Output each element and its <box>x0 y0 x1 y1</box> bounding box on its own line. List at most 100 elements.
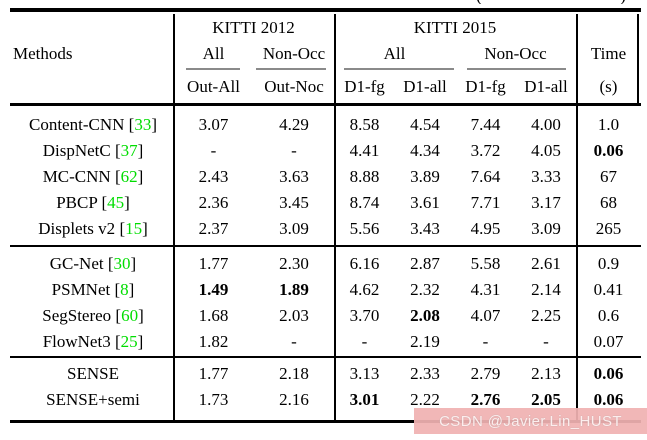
method-cell: PBCP [45] <box>10 193 173 213</box>
value-cell: 2.05 <box>531 390 561 409</box>
citation-bracket: [ <box>110 167 121 186</box>
table-row: PSMNet [8] 1.49 1.89 4.62 2.32 4.31 2.14 0.41 <box>10 277 641 303</box>
method-cell: DispNetC [37] <box>10 141 173 161</box>
method-cell: Content-CNN [33] <box>10 115 173 135</box>
header-d1fg-noc: D1-fg <box>465 77 506 96</box>
header-d1all-noc: D1-all <box>524 77 568 96</box>
citation-bracket: [ <box>97 193 108 212</box>
citation-number: 60 <box>121 306 139 325</box>
table-header-rule <box>10 103 641 106</box>
method-cell: SegStereo [60] <box>10 306 173 326</box>
vertical-rule-right-header <box>637 14 639 103</box>
value-cell: 3.63 <box>279 167 309 186</box>
csdn-watermark: CSDN @Javier.Lin_HUST <box>414 408 647 434</box>
header-row-benchmarks: KITTI 2012 KITTI 2015 <box>10 15 641 40</box>
vertical-rule-2012-2015-header <box>334 14 336 103</box>
value-cell: - <box>543 332 549 351</box>
table-row: GC-Net [30] 1.77 2.30 6.16 2.87 5.58 2.61 0.9 <box>10 251 641 277</box>
vertical-rule-methods-body <box>173 106 175 420</box>
table-row: SENSE 1.77 2.18 3.13 2.33 2.79 2.13 0.06 <box>10 361 641 387</box>
value-cell: 3.61 <box>410 193 440 212</box>
value-cell: - <box>291 332 297 351</box>
value-cell: 3.09 <box>531 219 561 238</box>
method-name: SENSE+semi <box>46 390 140 409</box>
method-cell: PSMNet [8] <box>10 280 173 300</box>
value-cell: - <box>361 332 368 351</box>
citation-bracket: [ <box>124 115 135 134</box>
header-d1fg-all: D1-fg <box>344 77 385 96</box>
method-cell: SENSE+semi <box>10 390 173 410</box>
value-cell: 6.16 <box>349 254 380 273</box>
header-seconds: (s) <box>599 77 618 96</box>
method-name: MC-CNN <box>42 167 111 186</box>
value-cell: 1.89 <box>279 280 309 299</box>
value-cell: 2.37 <box>198 219 229 238</box>
value-cell: 2.76 <box>470 390 501 409</box>
value-cell: 0.06 <box>593 364 624 383</box>
value-cell: 4.95 <box>470 219 501 238</box>
header-row-subsets: Methods All Non-Occ All Non-Occ Time <box>10 41 641 66</box>
citation-bracket: [ <box>103 254 114 273</box>
value-cell: 0.06 <box>593 141 624 160</box>
value-cell: 2.61 <box>531 254 561 273</box>
value-cell: 2.18 <box>279 364 309 383</box>
value-cell: 2.13 <box>531 364 561 383</box>
header-out-all: Out-All <box>187 77 240 96</box>
value-cell: 3.01 <box>349 390 380 409</box>
value-cell: 4.31 <box>470 280 501 299</box>
value-cell: 265 <box>595 219 622 238</box>
method-name: Content-CNN <box>29 115 125 134</box>
citation-bracket: ] <box>137 141 144 160</box>
value-cell: 1.49 <box>198 280 229 299</box>
method-cell: GC-Net [30] <box>10 254 173 274</box>
value-cell: - <box>210 141 217 160</box>
caption-paren-right: ) <box>620 0 626 4</box>
cmidrule-2015-all <box>344 68 454 70</box>
value-cell: 1.0 <box>597 115 620 134</box>
table-row: SegStereo [60] 1.68 2.03 3.70 2.08 4.07 2.25 0.… <box>10 303 641 329</box>
value-cell: 1.73 <box>198 390 229 409</box>
method-name: DispNetC <box>42 141 111 160</box>
table-group-2: GC-Net [30] 1.77 2.30 6.16 2.87 5.58 2.61 0.9 PS… <box>10 251 641 355</box>
cmidrule-2015-nonocc <box>467 68 566 70</box>
vertical-rule-time-body <box>576 106 578 420</box>
value-cell: 8.58 <box>349 115 380 134</box>
value-cell: 0.06 <box>593 390 624 409</box>
value-cell: 2.19 <box>410 332 440 351</box>
header-d1all-all: D1-all <box>403 77 447 96</box>
value-cell: 1.68 <box>198 306 229 325</box>
value-cell: 2.14 <box>531 280 561 299</box>
table-row: DispNetC [37] - - 4.41 4.34 3.72 4.05 0.06 <box>10 138 641 164</box>
header-kitti-2015: KITTI 2015 <box>413 17 497 37</box>
table-row: Content-CNN [33] 3.07 4.29 8.58 4.54 7.44 4.00… <box>10 112 641 138</box>
value-cell: 1.82 <box>198 332 229 351</box>
value-cell: 2.08 <box>410 306 440 325</box>
value-cell: 3.89 <box>410 167 440 186</box>
vertical-rule-methods-header <box>173 14 175 103</box>
table-row: SENSE+semi 1.73 2.16 3.01 2.22 2.76 2.05 0.06 <box>10 387 641 413</box>
value-cell: 2.33 <box>410 364 440 383</box>
value-cell: 5.56 <box>349 219 380 238</box>
value-cell: 2.43 <box>198 167 229 186</box>
header-methods: Methods <box>13 43 73 63</box>
vertical-rule-time-header <box>576 14 578 103</box>
value-cell: 3.13 <box>349 364 380 383</box>
value-cell: 2.32 <box>410 280 440 299</box>
value-cell: 4.34 <box>410 141 440 160</box>
value-cell: 8.88 <box>349 167 380 186</box>
value-cell: 2.03 <box>279 306 309 325</box>
value-cell: 4.07 <box>470 306 501 325</box>
header-row-metrics: Out-All Out-Noc D1-fg D1-all D1-fg D1-al… <box>10 74 641 100</box>
group-separator-rule-1 <box>10 245 641 247</box>
value-cell: 3.07 <box>198 115 229 134</box>
header-2012-nonocc: Non-Occ <box>262 43 326 63</box>
citation-bracket: ] <box>128 280 135 299</box>
header-kitti-2012: KITTI 2012 <box>212 17 295 37</box>
table-row: Displets v2 [15] 2.37 3.09 5.56 3.43 4.95 3.09… <box>10 216 641 242</box>
cmidrule-2012-nonocc <box>256 68 326 70</box>
value-cell: 3.43 <box>410 219 440 238</box>
value-cell: 0.41 <box>593 280 624 299</box>
method-name: Displets v2 <box>38 219 116 238</box>
value-cell: 7.71 <box>470 193 501 212</box>
value-cell: 7.44 <box>470 115 501 134</box>
